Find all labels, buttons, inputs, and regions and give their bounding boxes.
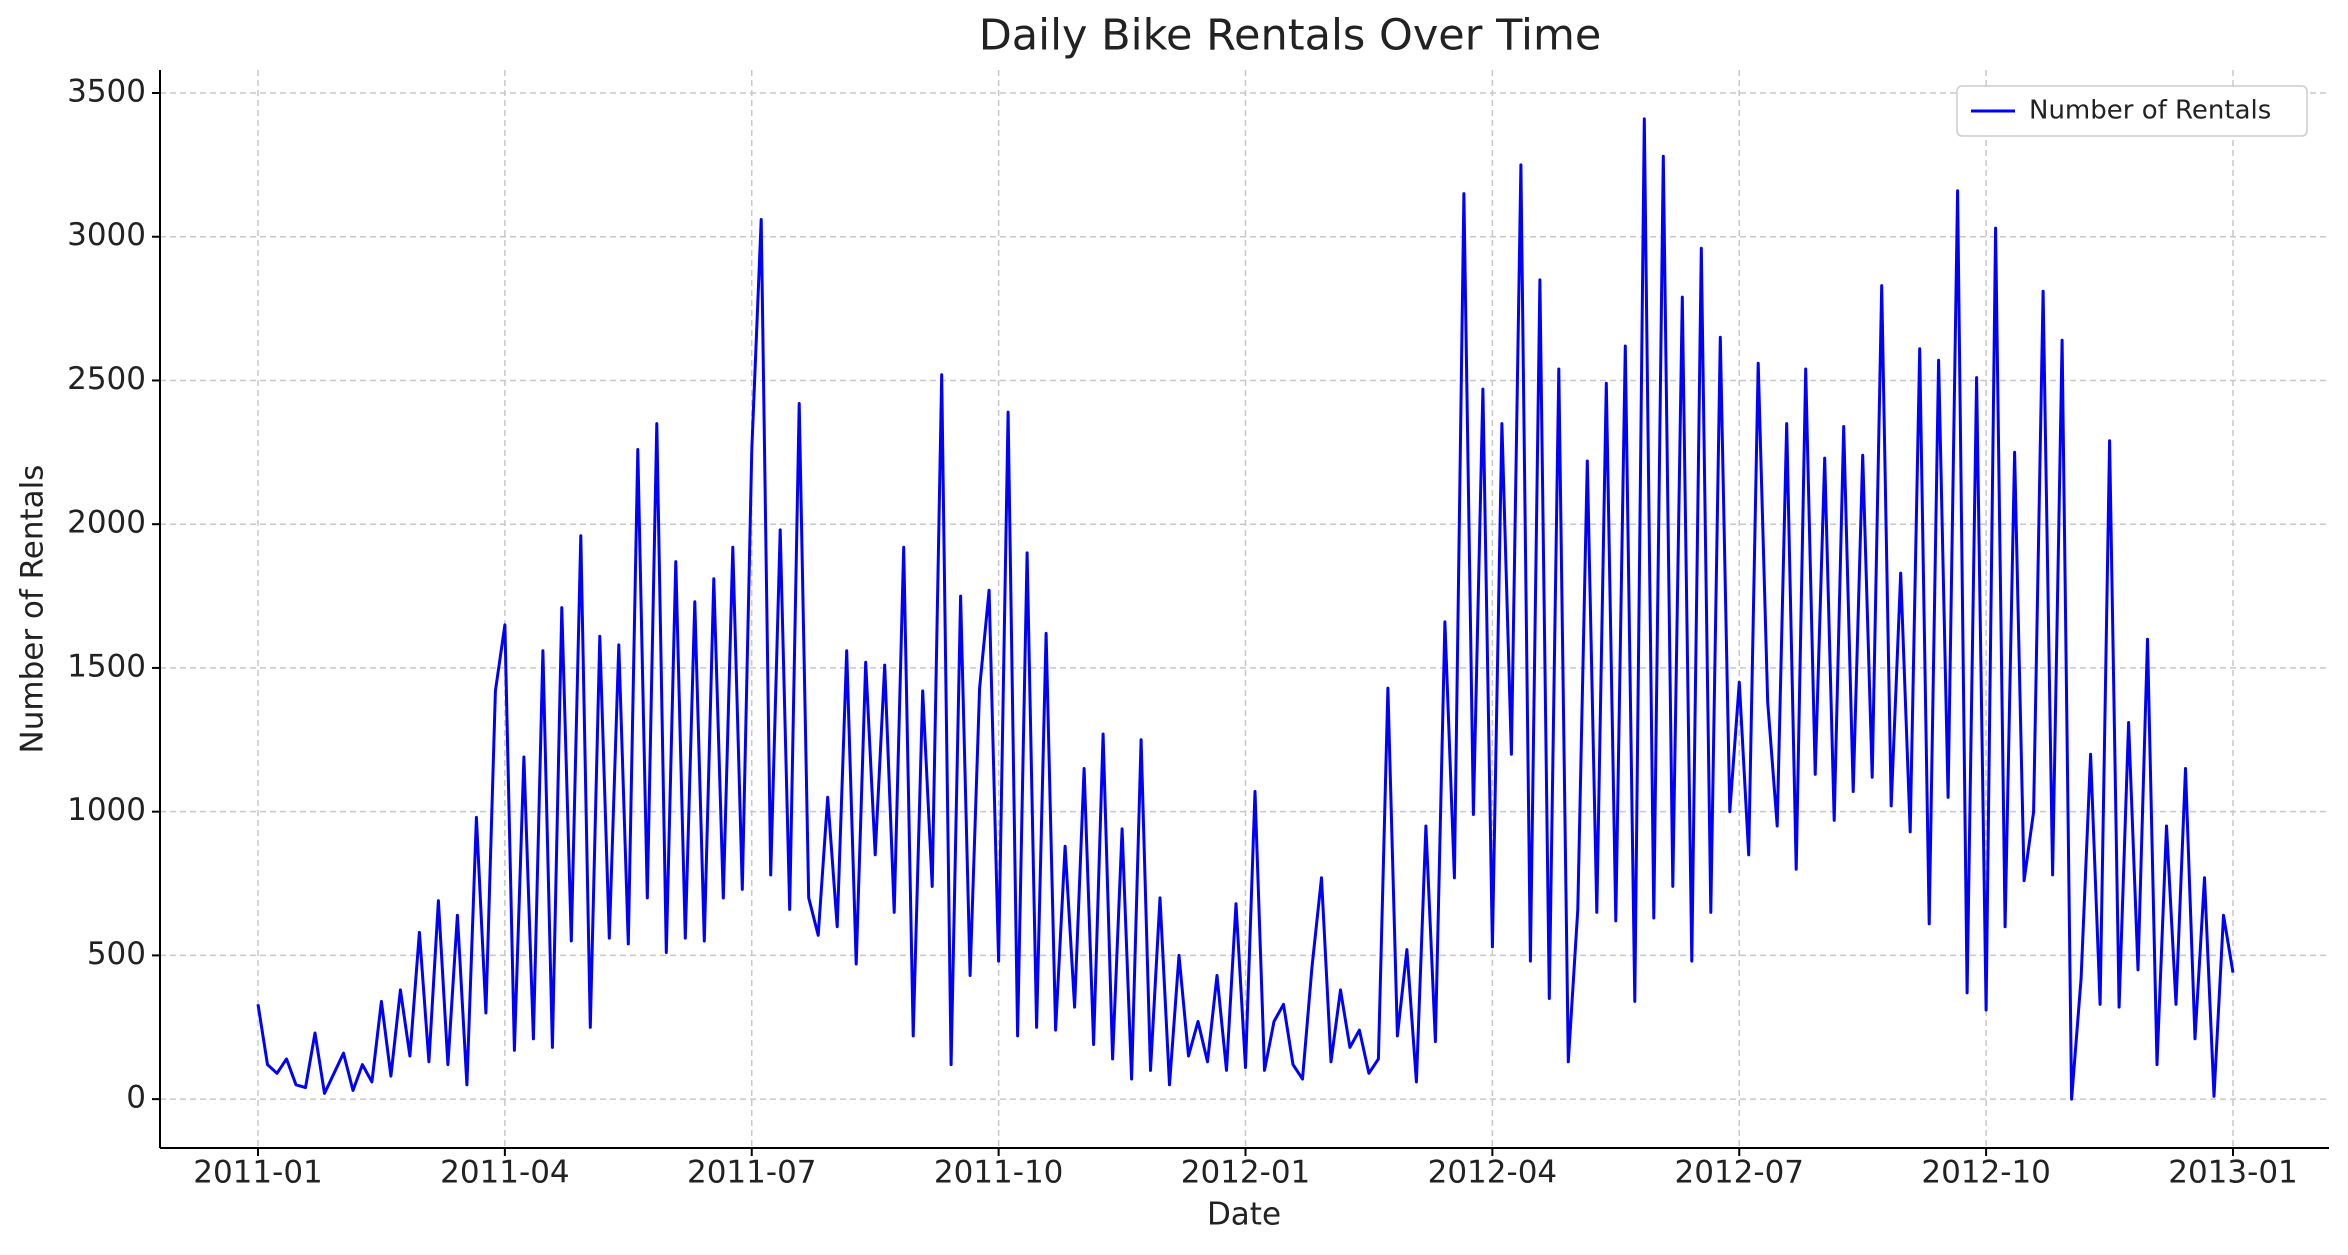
y-tick-label: 0	[126, 1080, 146, 1116]
y-tick-label: 1500	[67, 648, 146, 684]
y-tick-label: 1000	[67, 792, 146, 828]
x-tick-label: 2011-04	[440, 1155, 570, 1191]
x-tick-label: 2011-10	[934, 1155, 1064, 1191]
x-tick-label: 2012-10	[1921, 1155, 2051, 1191]
x-tick-label: 2011-07	[687, 1155, 817, 1191]
y-tick-label: 3500	[67, 73, 146, 109]
y-tick-label: 500	[87, 936, 146, 972]
legend-label: Number of Rentals	[2029, 96, 2271, 126]
data-line	[256, 117, 2235, 1101]
x-tick-label: 2011-01	[193, 1155, 323, 1191]
legend: Number of Rentals	[1956, 85, 2308, 137]
y-axis-label: Number of Rentals	[15, 465, 51, 754]
x-tick-label: 2012-07	[1674, 1155, 1804, 1191]
chart-title: Daily Bike Rentals Over Time	[979, 11, 1602, 61]
x-tick-label: 2013-01	[2168, 1155, 2298, 1191]
legend-box	[1956, 85, 2308, 137]
y-tick-label: 3000	[67, 217, 146, 253]
x-axis-label: Date	[1207, 1197, 1281, 1233]
y-tick-label: 2500	[67, 361, 146, 397]
x-tick-label: 2012-01	[1181, 1155, 1311, 1191]
x-tick-label: 2012-04	[1428, 1155, 1558, 1191]
y-tick-label: 2000	[67, 505, 146, 541]
